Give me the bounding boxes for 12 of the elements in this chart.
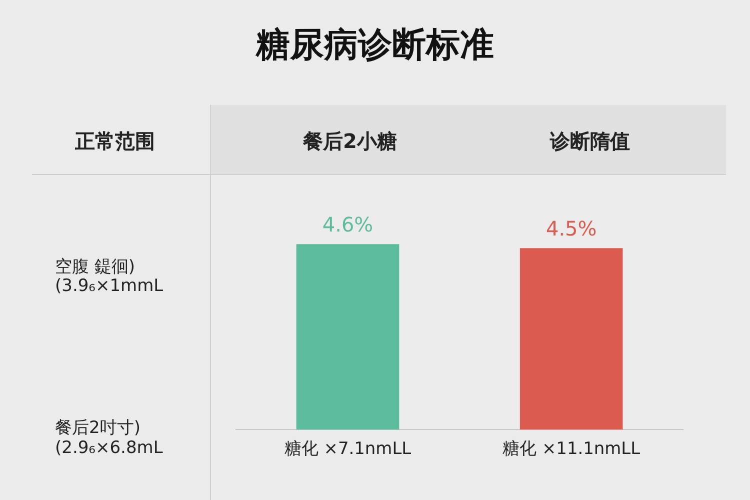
x-tick-label: 糖化 ×7.1nmLL <box>284 439 412 460</box>
text: 正常范围 <box>74 128 156 155</box>
text: (3.9₆×1mmL <box>55 276 164 296</box>
text: 诊断隋值 <box>548 128 631 155</box>
text: 餐后2小糖 <box>302 128 398 155</box>
x-tick-label: 糖化 ×11.1nmLL <box>502 439 641 460</box>
text: (2.9₆×6.8mL <box>55 438 164 458</box>
data-label: 4.6% <box>322 212 374 236</box>
text: 空腹 鍉徊) <box>55 256 136 278</box>
text: 餐后2吋寸) <box>55 417 142 439</box>
chart-title: 糖尿病诊断标准 <box>254 24 495 67</box>
data-label: 4.5% <box>546 216 597 240</box>
